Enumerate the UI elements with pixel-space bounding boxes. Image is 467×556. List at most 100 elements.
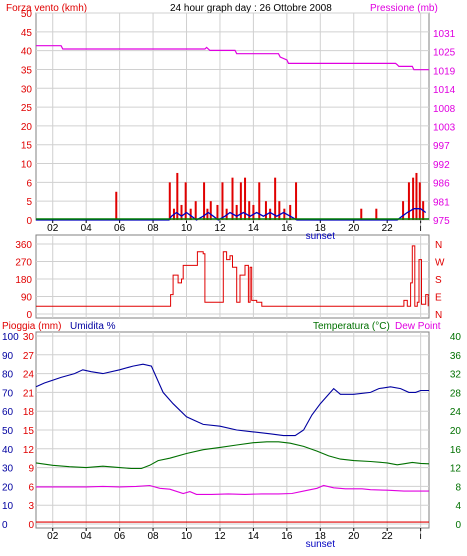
pressure-y-tick: 997	[433, 141, 450, 152]
wind-bar	[206, 208, 209, 220]
humidity-y-tick: 40	[2, 445, 14, 456]
x-tick-label: i	[420, 223, 422, 234]
x-tick-label: 16	[281, 531, 293, 542]
wind-bar	[203, 182, 206, 220]
sunset-label: sunset	[306, 231, 336, 242]
wind-bar	[168, 182, 171, 220]
rain-y-tick: 21	[23, 388, 35, 399]
chart-title: 24 hour graph day : 26 Ottobre 2008	[170, 3, 332, 14]
wind-bar	[252, 204, 255, 220]
temperature-line	[35, 441, 430, 470]
wind-y-tick: 50	[21, 9, 33, 20]
wind-bar	[176, 172, 179, 220]
humidity-y-tick: 20	[2, 482, 14, 493]
rain-y-tick: 12	[23, 445, 35, 456]
wind-direction-line	[36, 245, 429, 307]
x-tick-label: 14	[248, 531, 260, 542]
pressure-y-tick: 986	[433, 179, 450, 190]
rain-y-tick: 24	[23, 370, 35, 381]
x-tick-label: 20	[348, 223, 360, 234]
wind-y-tick: 0	[26, 216, 32, 227]
wind-bar	[244, 177, 247, 220]
direction-y-tick: 180	[15, 275, 32, 286]
dewpoint-line	[36, 484, 429, 495]
temperature-y-tick: 32	[450, 370, 462, 381]
wind-bar	[248, 201, 251, 220]
humidity-y-tick: 60	[2, 407, 14, 418]
grid-lines	[36, 12, 429, 531]
x-tick-label: 02	[47, 531, 59, 542]
x-tick-label: 12	[214, 531, 226, 542]
chart-marks	[35, 45, 430, 523]
wind-bar	[274, 177, 277, 220]
rain-y-tick: 9	[28, 464, 34, 475]
pressure-y-tick: 1008	[433, 104, 456, 115]
wind-speed-label: Forza vento (kmh)	[6, 3, 87, 14]
x-tick-label: 02	[47, 223, 59, 234]
wind-bar	[258, 182, 261, 220]
x-tick-label: 10	[181, 223, 193, 234]
pressure-y-tick: 1025	[433, 48, 456, 59]
wind-bar	[295, 182, 298, 220]
sunset-label: sunset	[306, 539, 336, 550]
temperature-y-tick: 40	[450, 332, 462, 343]
rain-y-tick: 15	[23, 426, 35, 437]
wind-y-tick: 10	[21, 160, 33, 171]
wind-y-tick: 5	[26, 197, 32, 208]
x-tick-label: 22	[382, 223, 394, 234]
temperature-y-tick: 0	[455, 520, 461, 531]
wind-bar	[184, 182, 187, 220]
x-tick-label: 18	[315, 531, 327, 542]
temperature-y-tick: 20	[450, 426, 462, 437]
x-tick-label: 06	[114, 223, 126, 234]
panel-frames	[35, 12, 430, 529]
wind-bar	[375, 208, 378, 220]
wind-y-tick: 45	[21, 28, 33, 39]
wind-bar	[415, 172, 418, 220]
x-tick-label: 12	[214, 223, 226, 234]
humidity-line	[35, 363, 429, 437]
wind-bar	[407, 182, 410, 220]
temperature-y-tick: 8	[455, 482, 461, 493]
x-tick-label: 04	[81, 223, 93, 234]
x-tick-label: 08	[148, 531, 160, 542]
x-tick-label: 20	[348, 531, 360, 542]
direction-y-tick: 0	[26, 310, 32, 321]
wind-bar	[278, 201, 281, 220]
wind-y-tick: 6	[26, 178, 32, 189]
temperature-y-tick: 24	[450, 407, 462, 418]
rain-y-tick: 0	[28, 520, 34, 531]
wind-bar	[418, 182, 421, 220]
wind-y-tick: 30	[21, 84, 33, 95]
temperature-y-tick: 4	[455, 501, 461, 512]
wind-y-tick: 35	[21, 65, 33, 76]
rain-y-tick: 27	[23, 351, 35, 362]
pressure-y-tick: 975	[433, 216, 450, 227]
pressure-y-tick: 992	[433, 160, 450, 171]
panel-frame-2	[35, 234, 430, 319]
x-tick-label: 06	[114, 531, 126, 542]
direction-letter: N	[435, 310, 442, 321]
humidity-y-tick: 80	[2, 370, 14, 381]
wind-bar	[360, 208, 363, 220]
humidity-y-tick: 30	[2, 464, 14, 475]
rain-y-tick: 6	[28, 482, 34, 493]
rain-label: Pioggia (mm)	[2, 321, 61, 332]
wind-bar	[209, 201, 212, 220]
rain-y-tick: 3	[28, 501, 34, 512]
x-tick-label: 22	[382, 531, 394, 542]
pressure-y-tick: 1003	[433, 123, 456, 134]
rain-y-tick: 30	[23, 332, 35, 343]
direction-y-tick: 270	[15, 258, 32, 269]
temperature-y-tick: 36	[450, 351, 462, 362]
wind-bar	[412, 177, 415, 220]
x-tick-label: 14	[248, 223, 260, 234]
pressure-y-tick: 981	[433, 197, 450, 208]
humidity-y-tick: 50	[2, 426, 14, 437]
wind-bar	[189, 208, 192, 220]
wind-bar	[402, 201, 405, 220]
x-tick-label: 16	[281, 223, 293, 234]
x-tick-label: 10	[181, 531, 193, 542]
